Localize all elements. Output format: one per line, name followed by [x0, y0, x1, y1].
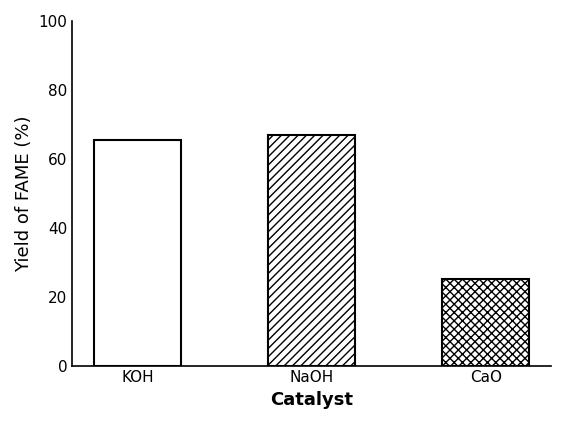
Bar [94, 140, 181, 365]
Bar [442, 279, 529, 365]
Bar [268, 135, 355, 365]
X-axis label: Catalyst: Catalyst [270, 391, 353, 409]
Y-axis label: Yield of FAME (%): Yield of FAME (%) [15, 115, 33, 271]
